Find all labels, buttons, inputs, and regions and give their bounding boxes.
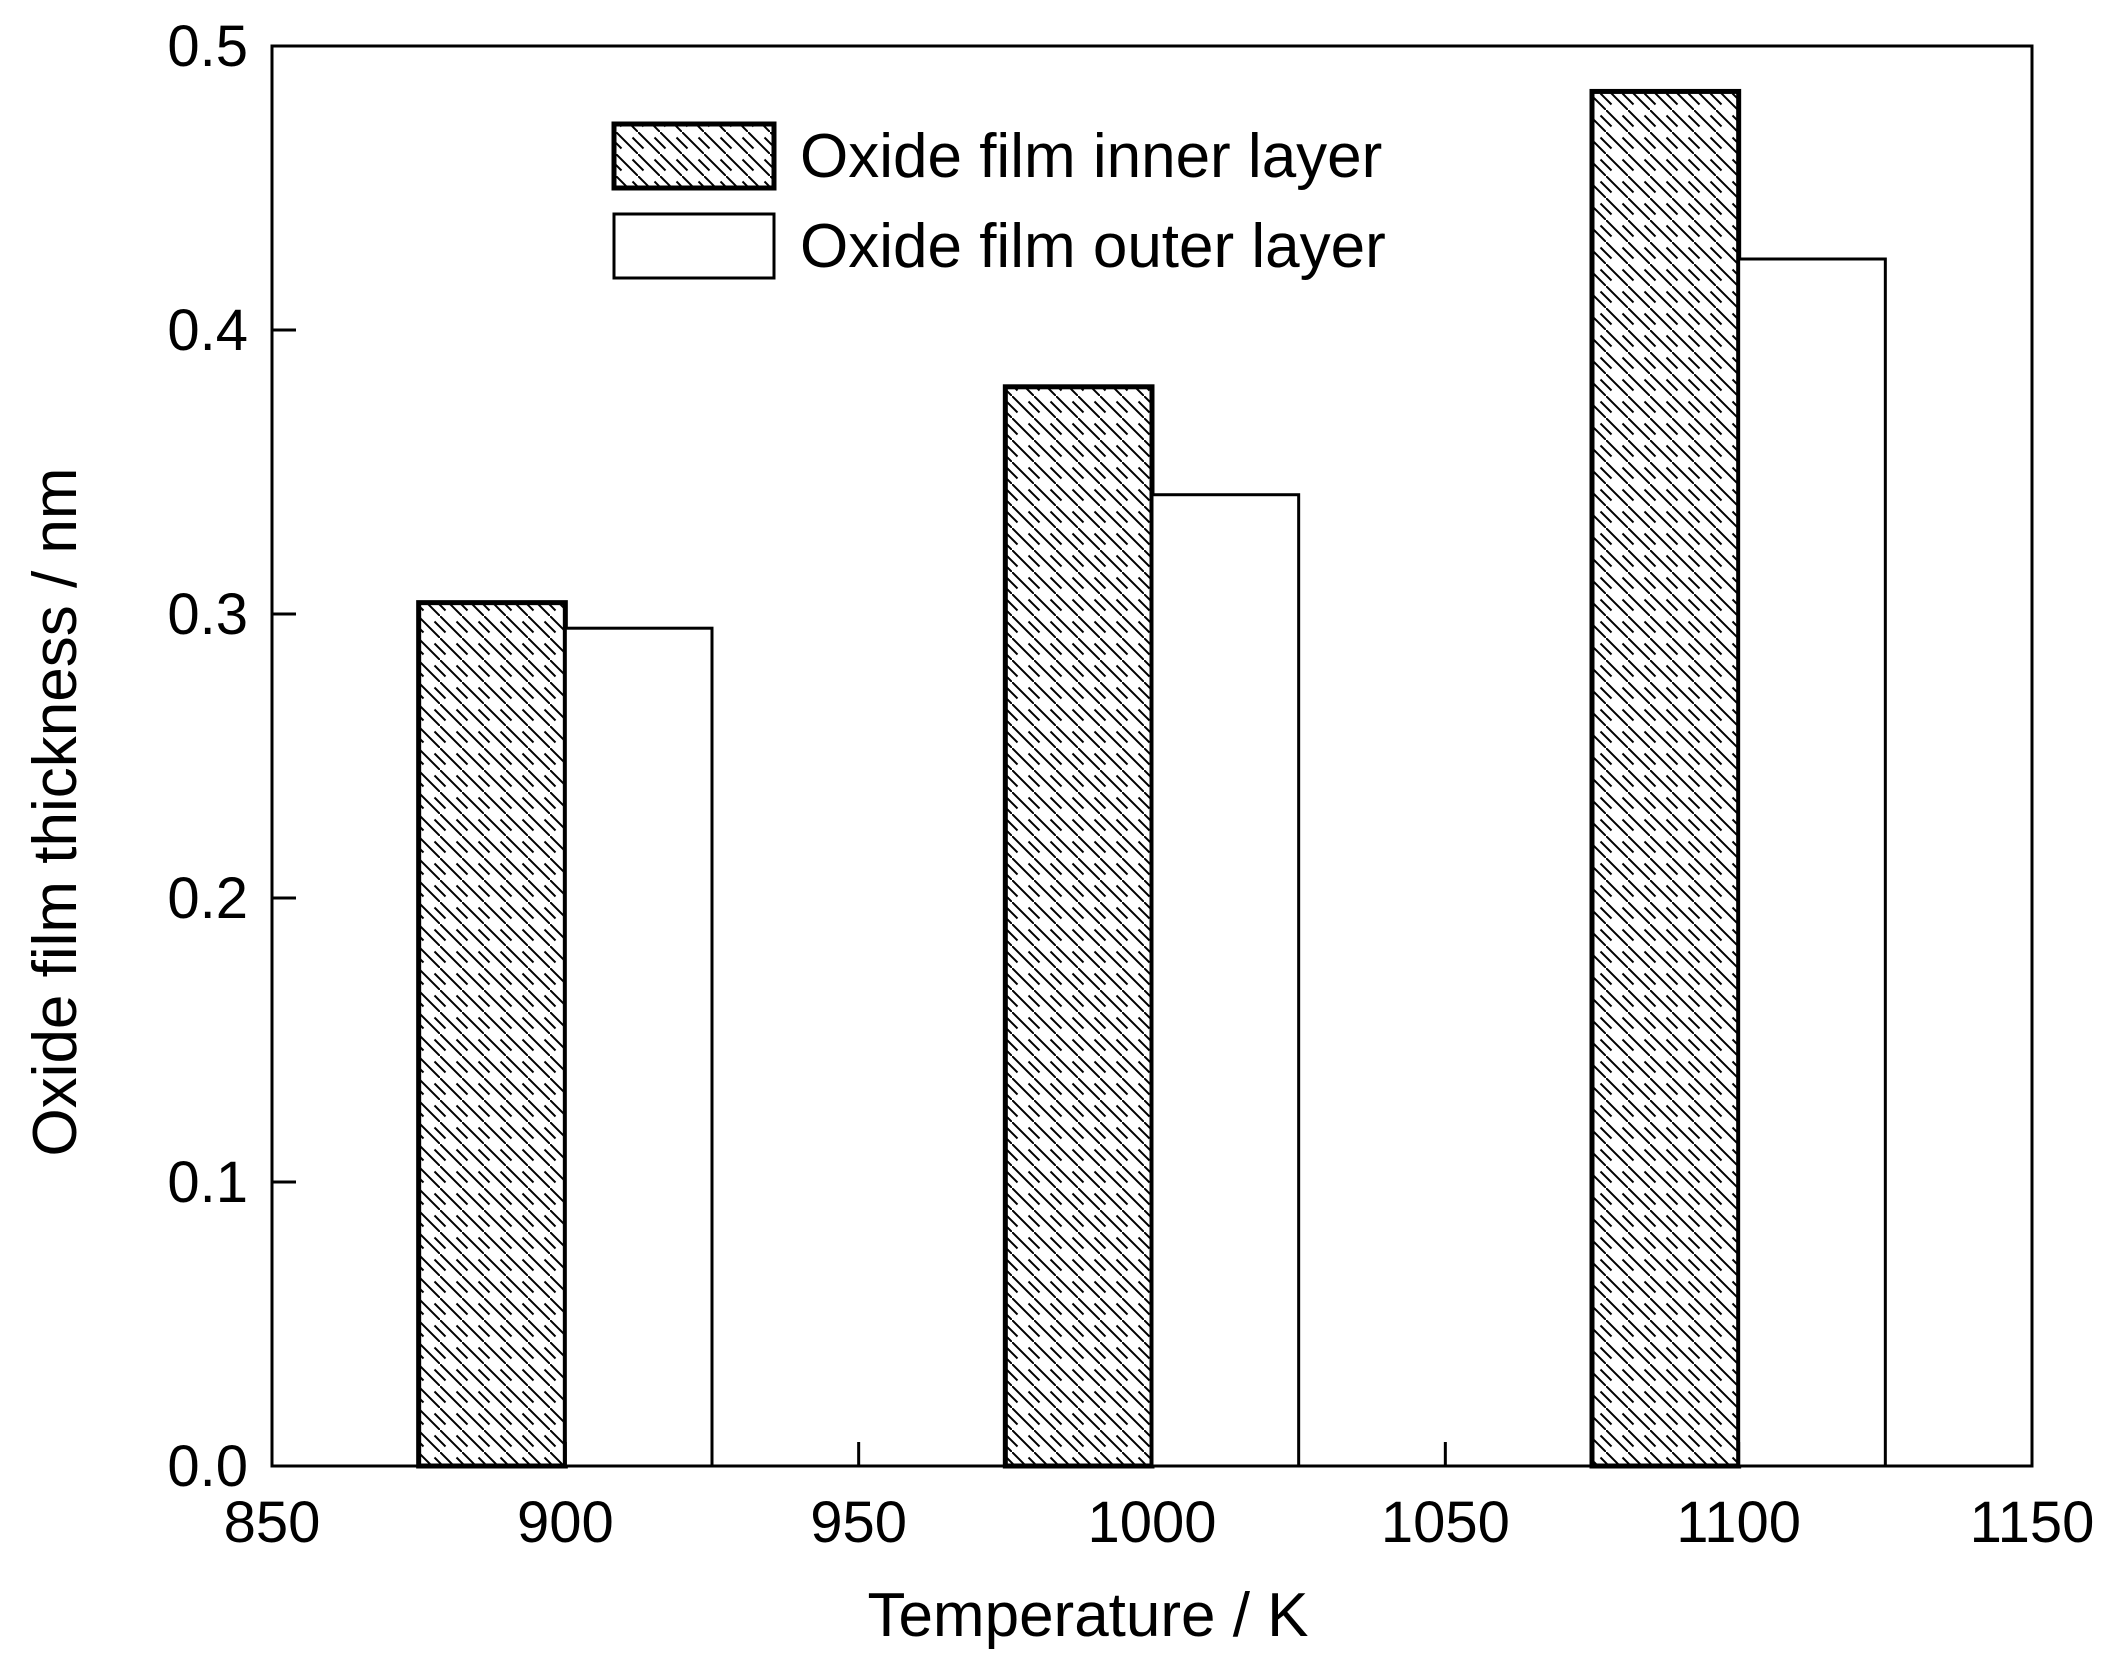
x-tick-label-1100: 1100 (1676, 1490, 1801, 1555)
y-tick-label-4: 0.4 (167, 298, 248, 363)
x-tick-label-1000: 1000 (1087, 1490, 1216, 1555)
x-tick-label-1150: 1150 (1970, 1490, 2095, 1555)
x-tick-label-1050: 1050 (1381, 1490, 1510, 1555)
bar-inner-layer-2 (1002, 384, 1155, 1469)
y-tick-label-5: 0.5 (167, 14, 248, 79)
legend-label-outer-layer: Oxide film outer layer (800, 212, 1386, 281)
axes-layer: 850 900 950 1000 1050 1100 1150 0.0 0.1 0.2 0.3 0.4… (167, 14, 2094, 1555)
y-tick-label-3: 0.3 (167, 582, 248, 647)
bar-outer-layer-1 (563, 626, 714, 1468)
legend-swatch-inner-layer (611, 121, 777, 191)
bar-inner-layer-1 (416, 600, 568, 1469)
y-tick-label-1: 0.1 (167, 1150, 248, 1215)
x-tick-label-950: 950 (810, 1490, 907, 1555)
bar-inner-layer-3 (1589, 88, 1742, 1469)
legend: Oxide film inner layer Oxide film outer … (611, 121, 1386, 281)
x-axis-title: Temperature / K (867, 1581, 1308, 1650)
bars-layer (416, 88, 1887, 1469)
legend-swatch-outer-layer (612, 212, 776, 280)
bar-outer-layer-3 (1737, 257, 1887, 1468)
y-axis-title: Oxide film thickness / nm (21, 467, 90, 1156)
x-tick-label-850: 850 (224, 1490, 321, 1555)
legend-label-inner-layer: Oxide film inner layer (800, 122, 1382, 191)
x-tick-label-900: 900 (517, 1490, 614, 1555)
y-tick-label-0: 0.0 (167, 1434, 248, 1499)
y-tick-label-2: 0.2 (167, 866, 248, 931)
bar-outer-layer-2 (1150, 493, 1301, 1468)
